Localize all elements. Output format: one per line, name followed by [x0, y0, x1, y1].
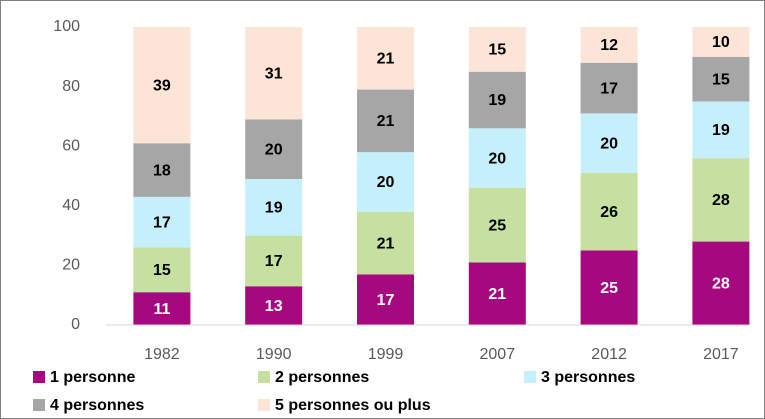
data-label: 10	[712, 34, 730, 51]
bar-segment	[580, 250, 638, 325]
data-label: 31	[265, 65, 283, 82]
bar-segment	[133, 196, 191, 248]
bar-segment	[468, 128, 526, 188]
legend-swatch	[33, 399, 45, 411]
data-label: 17	[153, 214, 171, 231]
bar-segment	[133, 247, 191, 293]
y-tick-label: 80	[62, 78, 80, 95]
x-tick-label: 1982	[144, 346, 180, 363]
bar-segment	[357, 274, 414, 325]
bar-segment	[580, 27, 638, 63]
data-label: 12	[600, 37, 618, 54]
data-label: 15	[488, 42, 506, 59]
bar-segment	[133, 292, 191, 325]
legend-swatch	[258, 371, 270, 383]
bar-segment	[245, 119, 303, 179]
data-label: 19	[712, 122, 730, 139]
bar-segment	[468, 262, 526, 325]
data-label: 20	[600, 135, 618, 152]
bar-segment	[245, 286, 303, 325]
legend-label: 5 personnes ou plus	[275, 397, 431, 414]
data-label: 13	[265, 298, 283, 315]
x-tick-label: 2017	[703, 346, 739, 363]
bar-segment	[468, 71, 526, 129]
data-label: 25	[600, 280, 618, 297]
bar-segment	[357, 27, 414, 90]
data-label: 17	[600, 80, 618, 97]
data-label: 11	[153, 301, 170, 318]
data-label: 21	[377, 113, 395, 130]
legend-swatch	[33, 371, 45, 383]
data-label: 21	[377, 235, 395, 252]
bar-segment	[580, 62, 638, 114]
data-label: 19	[265, 200, 283, 217]
data-label: 17	[265, 253, 283, 270]
y-tick-label: 0	[71, 316, 80, 333]
bar-segment	[692, 27, 750, 57]
data-label: 18	[153, 162, 171, 179]
x-tick-label: 2007	[480, 346, 516, 363]
bar-segment	[692, 101, 750, 159]
x-tick-label: 1990	[256, 346, 292, 363]
legend-label: 1 personne	[50, 369, 135, 386]
legend-label: 3 personnes	[541, 369, 635, 386]
x-tick-label: 2012	[591, 346, 627, 363]
bar-segment	[357, 211, 414, 275]
bar-segment	[580, 113, 638, 174]
y-tick-label: 40	[62, 197, 80, 214]
bar-segment	[357, 152, 414, 212]
data-label: 25	[488, 217, 506, 234]
data-label: 19	[488, 92, 506, 109]
legend-label: 4 personnes	[50, 397, 144, 414]
bar-segment	[245, 178, 303, 236]
bar-segment	[580, 173, 638, 251]
data-label: 20	[377, 174, 395, 191]
legend-label: 2 personnes	[275, 369, 369, 386]
legend-swatch	[258, 399, 270, 411]
data-label: 20	[265, 141, 283, 158]
y-tick-label: 100	[53, 18, 80, 35]
bar-segment	[133, 143, 191, 197]
data-label: 39	[153, 77, 171, 94]
bar-segment	[245, 27, 303, 120]
y-tick-label: 20	[62, 257, 80, 274]
data-label: 21	[377, 51, 395, 68]
data-label: 15	[712, 71, 730, 88]
data-label: 26	[600, 204, 618, 221]
bar-segment	[133, 27, 191, 144]
bar-segment	[692, 56, 750, 102]
data-label: 21	[488, 286, 506, 303]
bar-segment	[468, 27, 526, 72]
bar-segment	[245, 235, 303, 287]
data-label: 28	[712, 275, 730, 292]
data-label: 20	[488, 150, 506, 167]
data-label: 17	[377, 292, 395, 309]
bar-segment	[468, 187, 526, 263]
x-tick-label: 1999	[368, 346, 404, 363]
legend-swatch	[524, 371, 536, 383]
y-tick-label: 60	[62, 137, 80, 154]
bar-segment	[357, 89, 414, 153]
bar-segment	[692, 241, 750, 325]
data-label: 28	[712, 192, 730, 209]
data-label: 15	[153, 262, 171, 279]
bar-segment	[692, 158, 750, 242]
